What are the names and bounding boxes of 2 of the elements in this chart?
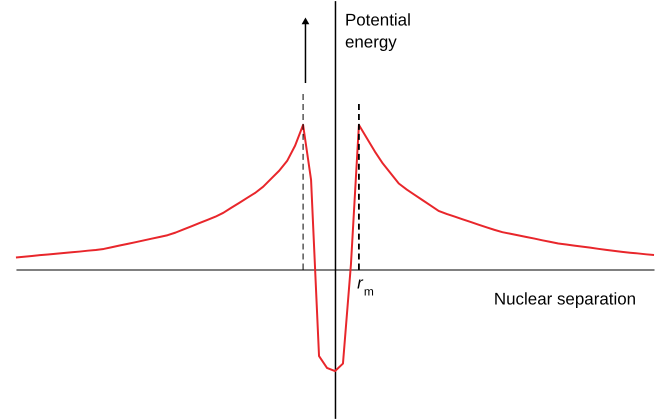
- y-axis-title: Potential energy: [344, 10, 411, 52]
- x-axis-title: Nuclear separation: [494, 289, 636, 308]
